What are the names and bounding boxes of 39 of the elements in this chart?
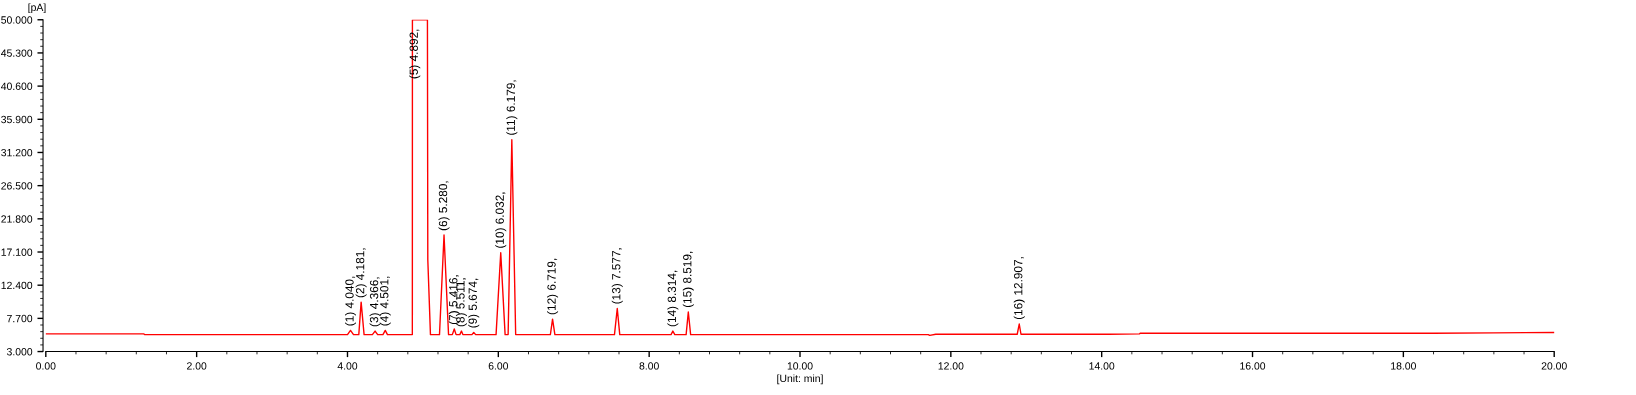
annotation: (12) 6.719, [547, 258, 559, 315]
y-tick-label: 50.000 [1, 16, 33, 24]
y-tick-label: 45.300 [1, 49, 33, 57]
x-tick-label: 8.00 [639, 362, 659, 370]
y-tick-label: 12.400 [1, 281, 33, 290]
x-tick-label: 16.00 [1240, 362, 1266, 370]
x-tick-label: 0.00 [36, 362, 56, 370]
annotation: (13) 7.577, [611, 248, 623, 304]
annotation: (10) 6.032, [495, 192, 507, 248]
y-tick-label: 3.000 [6, 348, 33, 356]
annotation: (11) 6.179, [506, 80, 518, 135]
annotation: (4) 4.501, [379, 276, 391, 326]
y-tick-label: 26.500 [1, 182, 33, 190]
annotation: (3) 4.366, [369, 277, 381, 327]
y-tick-label: 21.800 [1, 215, 33, 223]
annotation: (15) 8.519, [682, 251, 694, 308]
x-tick-label: 18.00 [1391, 362, 1416, 370]
x-tick-label: 10.00 [787, 362, 813, 370]
annotation: (2) 4.181, [355, 248, 367, 298]
annotation: (16) 12.907, [1013, 257, 1025, 320]
annotation: (14) 8.314, [667, 270, 679, 327]
x-tick-label: 12.00 [938, 362, 964, 370]
annotation: (1) 4.040, [345, 276, 356, 326]
x-tick-label: 20.00 [1541, 362, 1567, 370]
annotation: (6) 5.280, [438, 181, 450, 231]
y-tick-label: 17.100 [1, 248, 33, 256]
line-series [45, 19, 1555, 337]
annotation: (5) 4.892, [409, 29, 421, 79]
y-tick-label: 35.900 [1, 115, 33, 124]
y-tick-label: 40.600 [1, 82, 33, 90]
x-tick-label: 14.00 [1089, 362, 1115, 370]
y-tick-label: 31.200 [1, 148, 33, 157]
y-axis-title: [pA] [28, 3, 46, 14]
x-tick-label: 6.00 [488, 362, 509, 370]
annotation: (9) 5.674, [468, 278, 480, 328]
x-axis-title: [Unit: min] [777, 374, 823, 385]
x-tick-label: 4.00 [337, 362, 358, 370]
x-tick-label: 2.00 [187, 362, 207, 370]
y-tick-label: 7.700 [7, 314, 33, 323]
